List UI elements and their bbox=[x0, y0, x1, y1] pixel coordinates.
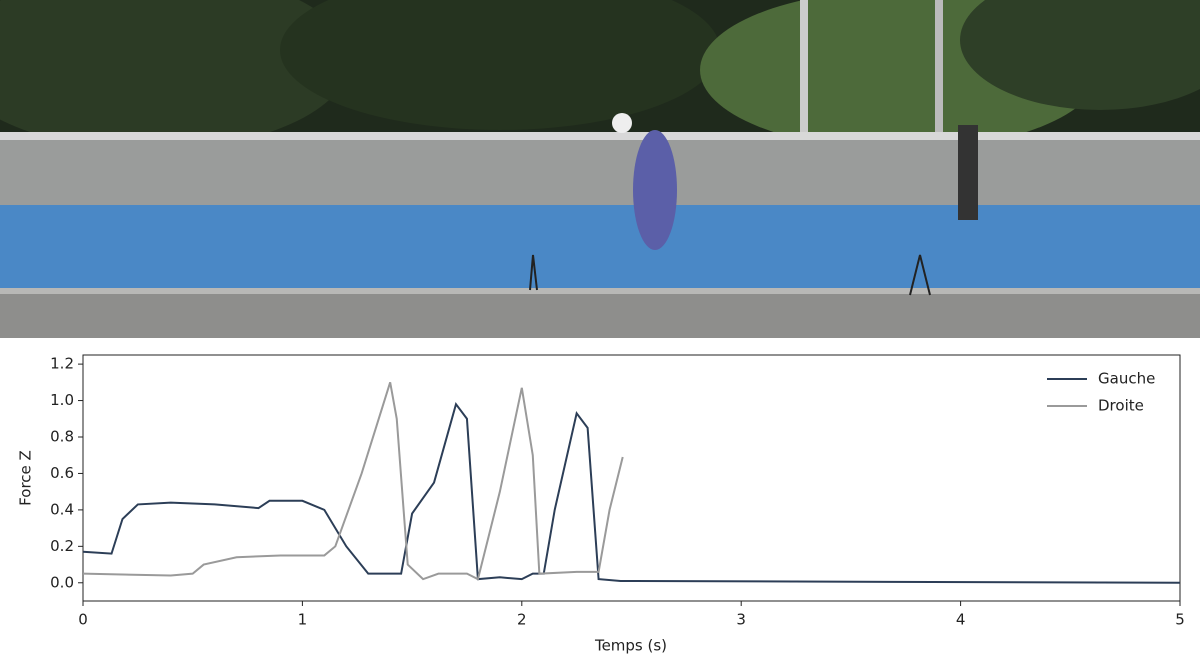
x-tick-label: 5 bbox=[1175, 611, 1185, 629]
plot-frame bbox=[82, 354, 1181, 602]
x-tick-label: 4 bbox=[956, 611, 966, 629]
series-line bbox=[82, 401, 1181, 584]
y-tick-label: 0.8 bbox=[50, 428, 74, 446]
legend-label: Gauche bbox=[1098, 370, 1155, 388]
x-tick-label: 2 bbox=[517, 611, 527, 629]
x-tick-label: 0 bbox=[78, 611, 88, 629]
y-tick-label: 1.2 bbox=[50, 355, 74, 373]
y-tick-label: 0.2 bbox=[50, 537, 74, 555]
x-tick-label: 1 bbox=[298, 611, 308, 629]
y-tick-label: 1.0 bbox=[50, 391, 74, 409]
y-axis-label: Force Z bbox=[17, 450, 35, 506]
chart: Temps (s) Force Z bbox=[17, 354, 1181, 655]
y-tick-label: 0.0 bbox=[50, 573, 74, 591]
series-line bbox=[82, 382, 624, 581]
y-tick-label: 0.4 bbox=[50, 500, 74, 518]
y-tick-label: 0.6 bbox=[50, 464, 74, 482]
x-tick-label: 3 bbox=[736, 611, 746, 629]
x-axis-label: Temps (s) bbox=[594, 637, 667, 655]
legend-label: Droite bbox=[1098, 397, 1144, 415]
photo bbox=[0, 0, 1200, 338]
